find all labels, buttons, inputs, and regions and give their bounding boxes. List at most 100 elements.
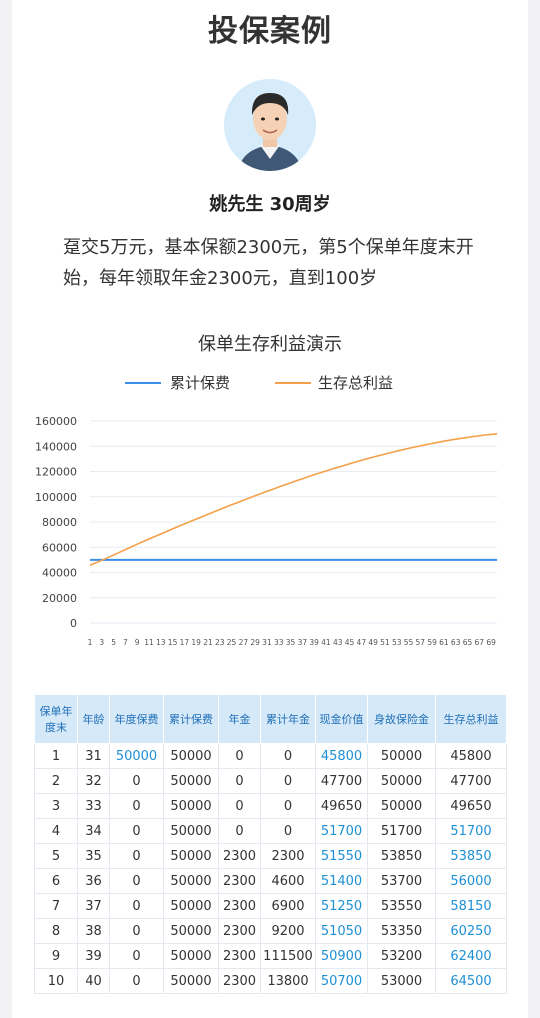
table-cell: 50000 [367,768,436,794]
x-tick-label: 15 [168,638,178,647]
table-cell: 50000 [367,743,436,769]
table-cell: 111500 [260,943,316,969]
table-cell: 0 [218,818,261,844]
table-cell: 0 [218,793,261,819]
line-chart: 0 20000 40000 60000 80000 100000 120000 140000 1… [35,415,498,647]
table-cell: 51050 [315,918,368,944]
table-header-row: 保单年度末 年龄 年度保费 累计保费 年金 累计年金 现金价值 身故保险金 生存总利益 [34,694,507,744]
table-cell: 5 [34,843,78,869]
x-tick-label: 37 [298,638,308,647]
table-cell: 39 [77,943,110,969]
table-cell: 51700 [367,818,436,844]
table-cell: 50000 [163,868,219,894]
table-cell: 50000 [163,968,219,994]
table-row: 10 40 0 50000 2300 13800 50700 53000 64500 [34,968,507,994]
table-cell: 10 [34,968,78,994]
x-tick-label: 47 [357,638,367,647]
x-tick-label: 29 [250,638,260,647]
table-cell: 0 [218,743,261,769]
table-cell: 51550 [315,843,368,869]
legend-label-benefit: 生存总利益 [318,374,394,392]
x-tick-label: 9 [135,638,140,647]
table-cell: 50000 [163,943,219,969]
table-cell: 2300 [218,843,261,869]
x-tick-label: 59 [427,638,437,647]
table-cell: 0 [109,793,164,819]
table-cell: 2 [34,768,78,794]
x-tick-label: 3 [99,638,104,647]
x-tick-label: 61 [439,638,449,647]
table-cell: 45800 [315,743,368,769]
table-cell: 37 [77,893,110,919]
table-header-cell: 累计年金 [260,694,316,744]
legend-label-premium: 累计保费 [170,374,231,392]
table-cell: 38 [77,918,110,944]
x-tick-label: 67 [475,638,485,647]
table-cell: 50000 [163,893,219,919]
table-cell: 0 [260,743,316,769]
x-tick-label: 17 [180,638,190,647]
x-tick-label: 45 [345,638,355,647]
table-header-cell: 年龄 [77,694,110,744]
y-tick-label: 40000 [42,567,77,580]
x-tick-label: 31 [262,638,272,647]
table-cell: 4600 [260,868,316,894]
table-header-cell: 年度保费 [109,694,164,744]
table-cell: 50000 [163,793,219,819]
table-row: 2 32 0 50000 0 0 47700 50000 47700 [34,768,507,794]
table-cell: 40 [77,968,110,994]
x-tick-label: 35 [286,638,296,647]
table-cell: 50000 [163,743,219,769]
x-tick-label: 39 [309,638,319,647]
x-tick-label: 53 [392,638,402,647]
benefit-table: 保单年度末 年龄 年度保费 累计保费 年金 累计年金 现金价值 身故保险金 生存总利益 1 31 5… [34,694,507,994]
x-tick-label: 57 [416,638,426,647]
table-cell: 2300 [218,943,261,969]
table-row: 8 38 0 50000 2300 9200 51050 53350 60250 [34,918,507,944]
table-cell: 51250 [315,893,368,919]
y-tick-label: 20000 [42,592,77,605]
table-cell: 47700 [315,768,368,794]
table-row: 3 33 0 50000 0 0 49650 50000 49650 [34,793,507,819]
table-cell: 31 [77,743,110,769]
series-line-benefit [89,433,498,566]
table-header-cell: 身故保险金 [367,694,436,744]
table-header-cell: 累计保费 [163,694,219,744]
table-cell: 49650 [435,793,507,819]
benefit-table-wrap: 保单年度末 年龄 年度保费 累计保费 年金 累计年金 现金价值 身故保险金 生存总利益 1 31 5… [34,694,507,994]
table-cell: 45800 [435,743,507,769]
table-cell: 53850 [435,843,507,869]
table-cell: 51400 [315,868,368,894]
y-tick-label: 60000 [42,541,77,554]
table-cell: 50000 [163,918,219,944]
x-tick-label: 5 [111,638,116,647]
x-tick-label: 55 [404,638,414,647]
page-title: 投保案例 [208,14,332,49]
table-cell: 8 [34,918,78,944]
x-tick-label: 41 [321,638,331,647]
x-tick-label: 1 [88,638,93,647]
x-tick-label: 7 [123,638,128,647]
table-row: 1 31 50000 50000 0 0 45800 50000 45800 [34,743,507,769]
x-tick-label: 43 [333,638,343,647]
table-row: 4 34 0 50000 0 0 51700 51700 51700 [34,818,507,844]
table-cell: 53350 [367,918,436,944]
table-cell: 2300 [260,843,316,869]
table-row: 5 35 0 50000 2300 2300 51550 53850 53850 [34,843,507,869]
table-cell: 0 [260,793,316,819]
legend-line-benefit [275,382,311,384]
y-tick-label: 80000 [42,516,77,529]
avatar [224,79,316,171]
table-cell: 2300 [218,868,261,894]
y-tick-label: 100000 [35,491,77,504]
table-cell: 49650 [315,793,368,819]
table-cell: 0 [260,818,316,844]
table-cell: 9200 [260,918,316,944]
table-cell: 47700 [435,768,507,794]
case-description: 趸交5万元，基本保额2300元，第5个保单年度末开始，每年领取年金2300元，直… [63,237,474,289]
table-header-cell: 保单年度末 [34,694,78,744]
table-cell: 0 [109,918,164,944]
table-cell: 0 [218,768,261,794]
person-info: 姚先生 30周岁 [209,194,331,215]
table-cell: 50000 [163,843,219,869]
